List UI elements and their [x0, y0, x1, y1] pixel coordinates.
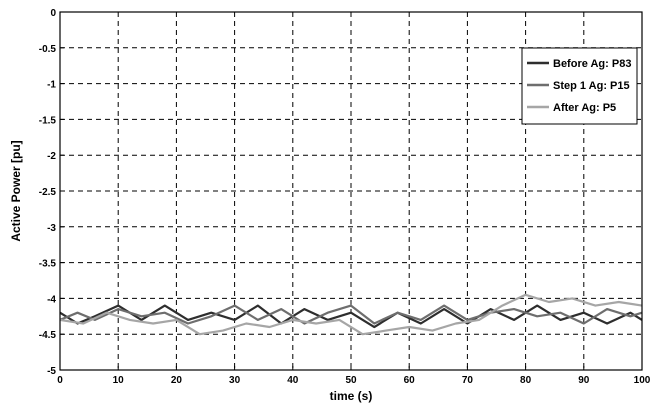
x-tick-label: 100 — [634, 375, 651, 386]
y-tick-label: -4.5 — [39, 330, 57, 341]
series-line-2 — [59, 304, 643, 325]
legend: Before Ag: P83 Step 1 Ag: P15 After Ag: P5 — [521, 47, 638, 125]
x-tick-label: 80 — [520, 375, 532, 386]
axis-ticks: 0 10 20 30 40 50 60 70 80 90 100 0 -0.5 -1 -1.5 -2 -2.5 -… — [39, 8, 651, 386]
y-tick-label: -4 — [47, 294, 56, 305]
legend-label-1: Before Ag: P83 — [553, 58, 631, 70]
y-tick-label: -1 — [47, 80, 56, 91]
y-tick-label: -2 — [47, 151, 56, 162]
x-tick-label: 10 — [113, 375, 125, 386]
series-layer — [59, 293, 643, 336]
y-axis-label: Active Power [pu] — [9, 140, 23, 241]
y-tick-label: -3 — [47, 223, 56, 234]
x-axis-label: time (s) — [330, 389, 373, 403]
y-tick-label: -0.5 — [39, 44, 57, 55]
x-tick-label: 70 — [462, 375, 474, 386]
legend-label-3: After Ag: P5 — [553, 102, 616, 114]
x-tick-label: 60 — [404, 375, 416, 386]
y-tick-label: -5 — [47, 366, 56, 377]
x-tick-label: 50 — [345, 375, 357, 386]
grid-lines — [60, 12, 642, 370]
x-tick-label: 40 — [287, 375, 299, 386]
legend-label-2: Step 1 Ag: P15 — [553, 80, 630, 92]
series-line-3 — [59, 293, 643, 336]
x-tick-label: 90 — [578, 375, 590, 386]
y-tick-label: -2.5 — [39, 187, 57, 198]
y-tick-label: -1.5 — [39, 115, 57, 126]
x-tick-label: 30 — [229, 375, 241, 386]
y-tick-label: -3.5 — [39, 259, 57, 270]
x-tick-label: 0 — [57, 375, 63, 386]
y-tick-label: 0 — [50, 8, 56, 19]
x-tick-label: 20 — [171, 375, 183, 386]
